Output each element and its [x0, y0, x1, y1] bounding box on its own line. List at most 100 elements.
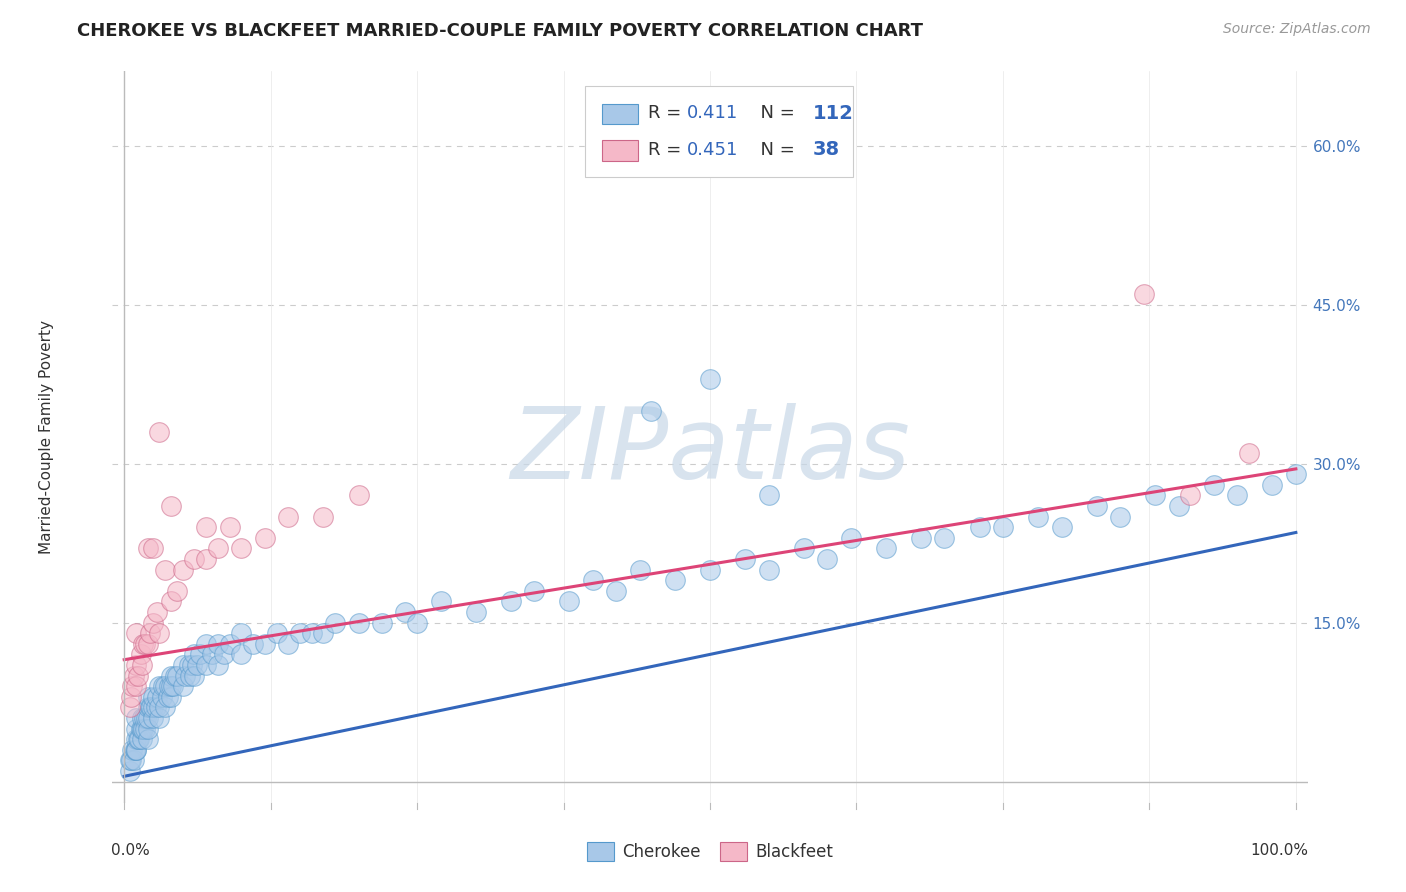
- Point: [1132, 287, 1154, 301]
- Point: [605, 583, 627, 598]
- Point: [1144, 488, 1167, 502]
- Point: [312, 509, 335, 524]
- Point: [127, 732, 149, 747]
- Text: 0.0%: 0.0%: [111, 843, 150, 858]
- Point: [132, 637, 155, 651]
- Point: [499, 594, 522, 608]
- Point: [125, 722, 148, 736]
- Point: [136, 637, 159, 651]
- Point: [699, 563, 721, 577]
- Point: [146, 690, 169, 704]
- Point: [758, 563, 780, 577]
- Point: [134, 637, 156, 651]
- Point: [188, 648, 212, 662]
- Point: [910, 531, 932, 545]
- Point: [120, 753, 141, 767]
- Point: [429, 594, 451, 608]
- Point: [934, 531, 956, 545]
- Text: Married-Couple Family Poverty: Married-Couple Family Poverty: [39, 320, 55, 554]
- Point: [266, 626, 288, 640]
- Point: [160, 668, 183, 682]
- Point: [142, 615, 165, 630]
- Point: [129, 648, 152, 662]
- Point: [121, 679, 143, 693]
- Point: [128, 732, 150, 747]
- Point: [347, 615, 370, 630]
- Point: [172, 679, 194, 693]
- Point: [183, 668, 205, 682]
- Point: [131, 711, 153, 725]
- Point: [120, 690, 142, 704]
- Point: [136, 711, 159, 725]
- Point: [172, 563, 194, 577]
- Point: [174, 668, 197, 682]
- Point: [136, 732, 159, 747]
- Point: [277, 509, 299, 524]
- Point: [177, 658, 200, 673]
- Point: [699, 372, 721, 386]
- Point: [139, 626, 162, 640]
- Point: [734, 552, 756, 566]
- Point: [523, 583, 546, 598]
- Point: [120, 764, 141, 778]
- Point: [125, 711, 148, 725]
- Text: 0.411: 0.411: [688, 104, 738, 122]
- Point: [160, 594, 183, 608]
- Point: [135, 711, 157, 725]
- Point: [136, 690, 159, 704]
- Point: [406, 615, 429, 630]
- Point: [148, 679, 170, 693]
- Point: [195, 520, 218, 534]
- Point: [288, 626, 311, 640]
- Text: ZIPatlas: ZIPatlas: [510, 403, 910, 500]
- FancyBboxPatch shape: [603, 140, 638, 161]
- Point: [347, 488, 370, 502]
- Point: [1226, 488, 1249, 502]
- Point: [186, 658, 208, 673]
- Point: [125, 626, 148, 640]
- Point: [121, 743, 143, 757]
- Text: R =: R =: [648, 104, 688, 122]
- Point: [464, 605, 486, 619]
- Point: [131, 658, 153, 673]
- Point: [301, 626, 323, 640]
- Point: [815, 552, 838, 566]
- Point: [160, 690, 183, 704]
- Point: [125, 658, 148, 673]
- Point: [157, 679, 180, 693]
- Point: [155, 679, 177, 693]
- Point: [218, 637, 240, 651]
- Point: [155, 700, 177, 714]
- Point: [148, 711, 170, 725]
- Point: [582, 573, 605, 587]
- Point: [136, 722, 159, 736]
- Text: Source: ZipAtlas.com: Source: ZipAtlas.com: [1223, 22, 1371, 37]
- Point: [1261, 477, 1284, 491]
- Point: [1285, 467, 1308, 482]
- Point: [162, 679, 184, 693]
- Text: 100.0%: 100.0%: [1251, 843, 1309, 858]
- Point: [139, 700, 162, 714]
- Point: [195, 552, 218, 566]
- Point: [125, 743, 148, 757]
- Point: [1085, 499, 1108, 513]
- Point: [156, 690, 179, 704]
- Point: [1167, 499, 1189, 513]
- Point: [207, 541, 229, 556]
- Point: [758, 488, 780, 502]
- Point: [195, 637, 218, 651]
- Point: [212, 648, 235, 662]
- Point: [145, 700, 167, 714]
- Point: [181, 658, 204, 673]
- Point: [640, 403, 662, 417]
- Point: [136, 541, 159, 556]
- Point: [323, 615, 346, 630]
- Text: N =: N =: [749, 141, 801, 159]
- Point: [253, 531, 276, 545]
- Point: [991, 520, 1014, 534]
- Point: [628, 563, 651, 577]
- Point: [132, 722, 155, 736]
- Point: [201, 648, 224, 662]
- Point: [183, 552, 205, 566]
- Point: [125, 743, 148, 757]
